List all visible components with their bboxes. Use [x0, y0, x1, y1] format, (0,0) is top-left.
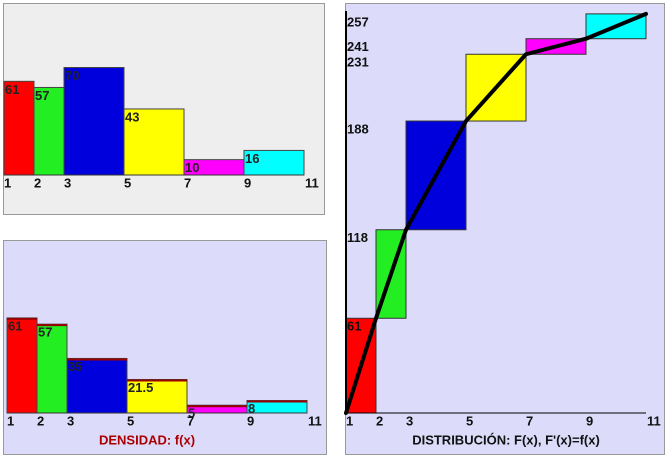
y-tick-label: 61 [347, 319, 361, 334]
x-tick-label: 11 [308, 413, 322, 428]
x-tick-label: 7 [184, 175, 191, 190]
x-tick-label: 11 [305, 175, 319, 190]
bar [63, 67, 125, 176]
x-tick-label: 7 [187, 413, 194, 428]
data-label: 61 [8, 318, 22, 333]
data-label: 43 [125, 109, 139, 124]
bar [66, 357, 128, 414]
x-tick-label: 2 [37, 413, 44, 428]
x-tick-label: 2 [376, 413, 383, 428]
x-tick-label: 2 [34, 175, 41, 190]
data-label: 16 [245, 151, 259, 166]
x-tick-label: 1 [4, 175, 11, 190]
y-tick-label: 231 [347, 55, 369, 70]
y-tick-label: 257 [347, 14, 369, 29]
x-tick-label: 1 [346, 413, 353, 428]
cdf-line [374, 11, 648, 321]
data-label: 61 [5, 82, 19, 97]
x-tick-label: 5 [466, 413, 473, 428]
bar [243, 149, 305, 176]
data-label: 57 [35, 88, 49, 103]
data-label: 70 [65, 68, 79, 83]
x-tick-label: 9 [244, 175, 251, 190]
bar [36, 323, 68, 414]
x-tick-label: 3 [406, 413, 413, 428]
x-tick-label: 3 [67, 413, 74, 428]
data-label: 10 [185, 160, 199, 175]
density-title: DENSIDAD: f(x) [99, 432, 195, 447]
x-tick-label: 3 [64, 175, 71, 190]
y-tick-label: 118 [347, 230, 368, 245]
y-tick-label: 241 [347, 39, 369, 54]
x-tick-label: 11 [647, 413, 661, 428]
x-tick-label: 1 [7, 413, 14, 428]
data-label: 57 [38, 325, 52, 340]
x-tick-label: 7 [526, 413, 533, 428]
data-label: 21.5 [128, 380, 153, 395]
x-tick-label: 5 [127, 413, 134, 428]
data-label: 35 [68, 359, 82, 374]
data-label: 8 [248, 401, 255, 416]
x-tick-label: 5 [124, 175, 131, 190]
bar [123, 108, 185, 176]
y-tick-label: 188 [347, 121, 369, 136]
cdf-start [344, 316, 378, 415]
distribution-title: DISTRIBUCIÓN: F(x), F'(x)=f(x) [412, 432, 600, 447]
x-tick-label: 9 [586, 413, 593, 428]
x-tick-label: 9 [247, 413, 254, 428]
bar [126, 378, 188, 414]
